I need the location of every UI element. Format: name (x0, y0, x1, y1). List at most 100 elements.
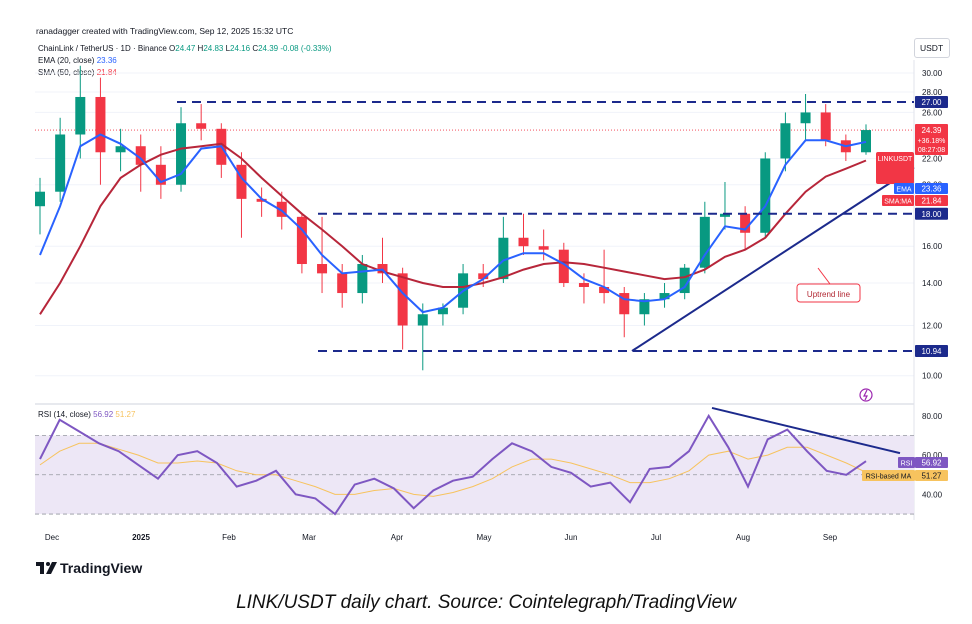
currency-label: USDT (920, 43, 944, 53)
uptrend-callout-pointer (817, 267, 831, 285)
rsi-axis-tick: 40.00 (922, 490, 943, 499)
ohlc-low-label: L (225, 44, 231, 53)
candle-body (135, 146, 146, 165)
tradingview-brand-text: TradingView (60, 560, 143, 576)
ohlc-close-label: C (252, 44, 259, 53)
countdown-tag: 08:27:08 (918, 147, 945, 154)
candle-body (639, 299, 650, 315)
ema-legend-label: EMA (20, close) (38, 56, 95, 65)
candle-body (397, 273, 408, 326)
candle-body (820, 112, 831, 141)
candle-body (679, 267, 690, 294)
currency-selector[interactable] (914, 38, 950, 58)
sma-value-tag: 21.84 (921, 197, 942, 206)
candle-body (35, 191, 45, 207)
sma-value-tag-box (915, 195, 948, 206)
rsi-downtrend-line (711, 406, 901, 455)
level-tag-10-94: 10.94 (921, 347, 942, 356)
rsi-ma-legend-value: 51.27 (115, 410, 136, 419)
time-axis-tick: Sep (823, 533, 838, 542)
price-axis-tick: 16.00 (922, 242, 943, 251)
candle-body (699, 216, 710, 268)
ema-value-tag: 23.36 (921, 185, 942, 194)
rsi-value-tag-box (915, 457, 948, 468)
moving-averages-layer (39, 133, 867, 315)
candle-body (317, 264, 328, 274)
price-tags-layer: LINKUSDT 24.39 +36.18% 08:27:08 EMA 23.36 SMA:… (876, 124, 948, 206)
ema-value-tag-box (915, 183, 948, 194)
uptrend-callout-box (796, 283, 861, 303)
price-axis-tick: 28.00 (922, 88, 943, 97)
current-price-tag: 24.39 (921, 126, 942, 135)
level-tag-box (915, 344, 948, 357)
rsi-axis-tick: 80.00 (922, 412, 943, 421)
rsi-tag-label: RSI (901, 461, 913, 468)
candle-body (498, 237, 509, 280)
candle-body (337, 273, 348, 294)
price-axis-tick: 30.00 (922, 69, 943, 78)
time-axis-tick: Dec (45, 533, 59, 542)
price-axis-tick: 14.00 (922, 279, 943, 288)
time-axis-tick: 2025 (132, 533, 150, 542)
time-axis-tick: Mar (302, 533, 316, 542)
level-tag-box (915, 207, 948, 220)
candle-body (740, 213, 751, 233)
price-axis-tick: 22.00 (922, 154, 943, 163)
candle-body (780, 123, 791, 159)
symbol-tag-box (876, 152, 914, 184)
candle-body (599, 286, 610, 294)
time-axis-tick: Feb (222, 533, 236, 542)
ema-legend-value: 23.36 (96, 56, 117, 65)
ema-legend-row: EMA (20, close) 23.36 (38, 55, 332, 67)
candle-body (760, 158, 771, 233)
symbol-name: ChainLink / TetherUS · 1D · Binance (38, 44, 167, 53)
candle-body (538, 246, 549, 250)
rsi-pane: 80.00 60.00 40.00 RSI 56.92 RSI-based MA 51.27 (35, 388, 948, 516)
candle-body (800, 112, 811, 124)
candle-body (558, 249, 569, 284)
level-tag-27-00: 27.00 (921, 98, 942, 107)
ohlc-close: 24.39 (258, 44, 279, 53)
candle-body (578, 283, 589, 287)
candles-layer (35, 65, 871, 371)
candle-body (417, 314, 428, 326)
candle-body (437, 307, 448, 315)
ema-tag-label: EMA (896, 187, 912, 194)
candle-body (719, 213, 730, 217)
price-axis-tick: 12.00 (922, 322, 943, 331)
symbol-tag-text: LINKUSDT (878, 156, 913, 163)
rsi-legend: RSI (14, close) 56.92 51.27 (38, 410, 135, 419)
tradingview-logo-icon (36, 562, 57, 574)
rsi-ma-value-tag: 51.27 (921, 472, 942, 481)
time-axis: Dec 2025 Feb Mar Apr May Jun Jul Aug Sep (45, 533, 838, 542)
time-axis-tick: Aug (736, 533, 750, 542)
candle-body (155, 164, 166, 185)
horizontal-levels-layer (177, 101, 914, 352)
candle-body (619, 293, 630, 315)
candle-body (478, 273, 489, 280)
uptrend-line (631, 166, 915, 352)
sma-50-line (39, 142, 867, 315)
time-axis-tick: May (476, 533, 491, 542)
rsi-axis-tick: 60.00 (922, 451, 943, 460)
rsi-value-tag: 56.92 (921, 459, 942, 468)
rsi-ma-value-tag-box (915, 470, 948, 481)
sma-tag-label: SMA:MA (884, 199, 912, 206)
price-axis: 30.0028.0026.0022.0020.0016.0014.0012.00… (915, 69, 948, 381)
rsi-tag-box (898, 457, 915, 468)
price-chart-svg: 80.00 60.00 40.00 RSI 56.92 RSI-based MA 51.27… (35, 60, 948, 542)
symbol-ohlc-row: ChainLink / TetherUS · 1D · Binance O24.… (38, 43, 332, 55)
candle-body (518, 237, 529, 247)
candle-body (75, 96, 86, 135)
time-axis-tick: Jul (651, 533, 661, 542)
candle-body (357, 264, 368, 294)
ema-tag-box (894, 183, 914, 194)
candle-body (176, 123, 187, 185)
rsi-ma-tag-label: RSI-based MA (866, 474, 912, 481)
level-tag-box (915, 96, 948, 109)
time-axis-tick: Apr (391, 533, 404, 542)
price-axis-tick: 10.00 (922, 372, 943, 381)
rsi-legend-label: RSI (14, close) (38, 410, 91, 419)
price-axis-tick: 26.00 (922, 108, 943, 117)
rsi-line (39, 413, 867, 516)
